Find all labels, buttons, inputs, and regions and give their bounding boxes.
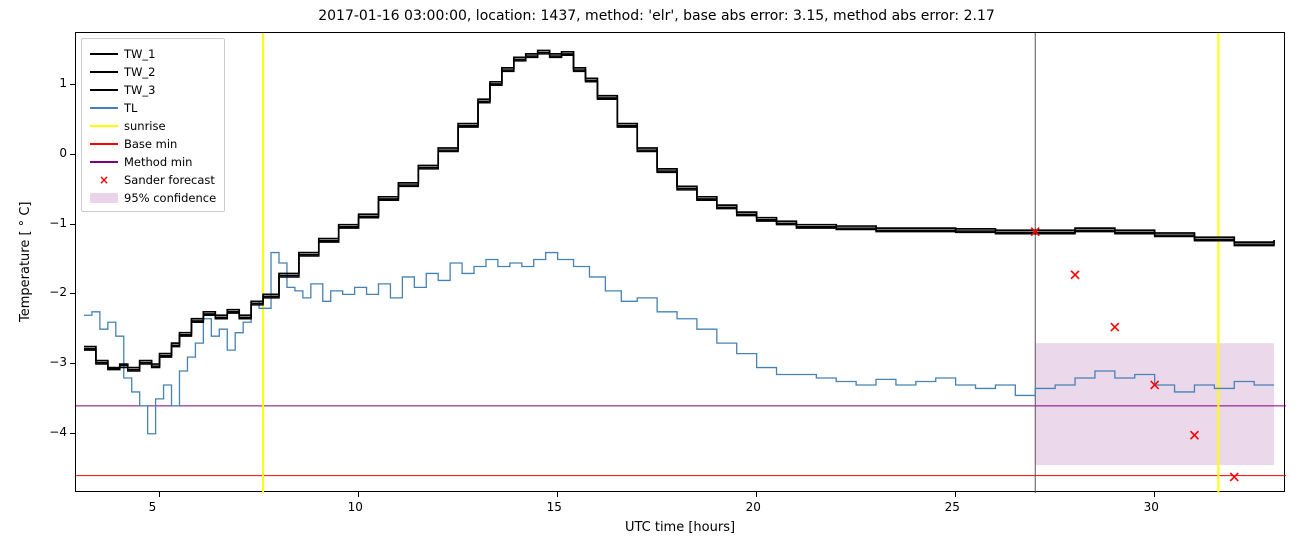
legend-label: Sander forecast [124,173,215,187]
x-tick-label: 20 [746,500,761,514]
legend-label: TW_1 [124,47,155,61]
plot-svg [76,33,1286,493]
legend-label: sunrise [124,119,166,133]
legend-label: Base min [124,137,177,151]
legend-item: sunrise [90,117,216,135]
legend-label: TW_2 [124,65,155,79]
x-tick-label: 15 [547,500,562,514]
y-tick-label: 1 [59,76,67,90]
legend-item: TW_3 [90,81,216,99]
x-tick-label: 5 [149,500,157,514]
legend: TW_1 TW_2 TW_3 TL sunrise Base min Method min ×… [81,38,225,212]
legend-label: 95% confidence [124,191,216,205]
legend-item: 95% confidence [90,189,216,207]
legend-label: Method min [124,155,192,169]
plot-area [75,32,1285,492]
chart-title: 2017-01-16 03:00:00, location: 1437, met… [0,8,1313,24]
legend-item: TW_2 [90,63,216,81]
x-tick-label: 10 [348,500,363,514]
chart-container: 2017-01-16 03:00:00, location: 1437, met… [0,0,1313,547]
y-axis-label: Temperature [ ° C] [18,202,33,322]
legend-item: TW_1 [90,45,216,63]
legend-item: ×Sander forecast [90,171,216,189]
legend-item: TL [90,99,216,117]
y-tick-label: −4 [49,425,67,439]
legend-item: Base min [90,135,216,153]
y-tick-label: −3 [49,355,67,369]
x-tick-label: 25 [945,500,960,514]
legend-item: Method min [90,153,216,171]
legend-label: TL [124,101,137,115]
x-axis-label: UTC time [hours] [75,520,1285,535]
x-tick-label: 30 [1144,500,1159,514]
legend-label: TW_3 [124,83,155,97]
y-tick-label: −1 [49,216,67,230]
y-tick-label: −2 [49,285,67,299]
y-tick-label: 0 [59,146,67,160]
